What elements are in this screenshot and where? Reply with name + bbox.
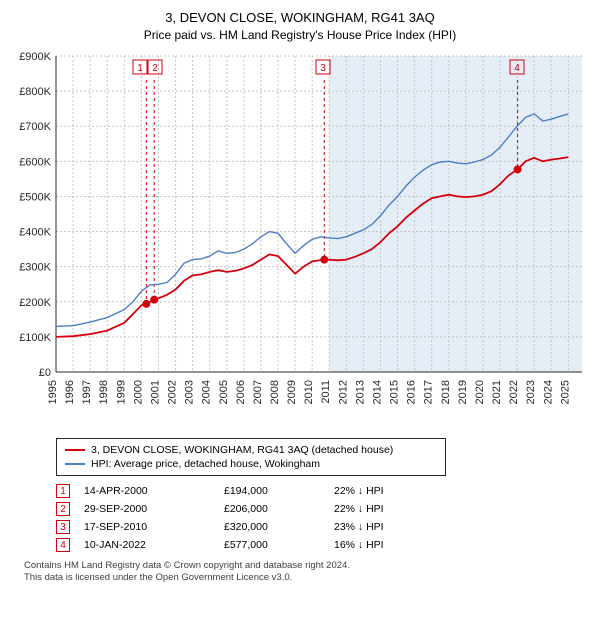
table-row: 2 29-SEP-2000£206,00022% ↓ HPI [56, 500, 454, 518]
svg-text:2003: 2003 [184, 380, 196, 404]
svg-text:2018: 2018 [440, 380, 452, 404]
legend-swatch [65, 463, 85, 465]
svg-text:1996: 1996 [64, 380, 76, 404]
sale-price: £206,000 [224, 500, 334, 518]
sale-price: £320,000 [224, 518, 334, 536]
svg-text:£700K: £700K [19, 121, 51, 133]
table-row: 1 14-APR-2000£194,00022% ↓ HPI [56, 482, 454, 500]
svg-text:1999: 1999 [115, 380, 127, 404]
svg-text:2002: 2002 [167, 380, 179, 404]
svg-text:2005: 2005 [218, 380, 230, 404]
svg-text:2014: 2014 [371, 380, 383, 404]
sale-pct-vs-hpi: 23% ↓ HPI [334, 518, 454, 536]
svg-text:£400K: £400K [19, 227, 51, 239]
svg-text:1998: 1998 [98, 380, 110, 404]
sale-number-box: 2 [56, 502, 70, 516]
svg-text:2004: 2004 [201, 380, 213, 404]
svg-text:2019: 2019 [457, 380, 469, 404]
svg-text:2001: 2001 [149, 380, 161, 404]
svg-text:2006: 2006 [235, 380, 247, 404]
legend-item: 3, DEVON CLOSE, WOKINGHAM, RG41 3AQ (det… [65, 443, 437, 457]
footer-line2: This data is licensed under the Open Gov… [24, 572, 588, 584]
chart-plot-area: £0 £100K £200K £300K £400K £500K £600K £700K £80… [12, 50, 588, 430]
sale-date: 14-APR-2000 [84, 482, 224, 500]
svg-text:3: 3 [320, 63, 326, 74]
sale-date: 10-JAN-2022 [84, 536, 224, 554]
legend-label: 3, DEVON CLOSE, WOKINGHAM, RG41 3AQ (det… [91, 444, 393, 456]
svg-text:£600K: £600K [19, 156, 51, 168]
sale-number-box: 4 [56, 538, 70, 552]
svg-text:2022: 2022 [508, 380, 520, 404]
svg-text:1997: 1997 [81, 380, 93, 404]
sale-date: 17-SEP-2010 [84, 518, 224, 536]
svg-text:£0: £0 [39, 367, 51, 379]
legend-item: HPI: Average price, detached house, Woki… [65, 457, 437, 471]
chart-title: 3, DEVON CLOSE, WOKINGHAM, RG41 3AQ [12, 10, 588, 25]
svg-text:2017: 2017 [423, 380, 435, 404]
svg-text:2000: 2000 [132, 380, 144, 404]
svg-text:£800K: £800K [19, 86, 51, 98]
chart-subtitle: Price paid vs. HM Land Registry's House … [12, 28, 588, 42]
svg-text:2016: 2016 [406, 380, 418, 404]
svg-text:2023: 2023 [525, 380, 537, 404]
svg-text:2008: 2008 [269, 380, 281, 404]
svg-text:2009: 2009 [286, 380, 298, 404]
svg-text:2025: 2025 [559, 380, 571, 404]
svg-text:2021: 2021 [491, 380, 503, 404]
svg-text:2011: 2011 [320, 380, 332, 404]
sale-number-box: 1 [56, 484, 70, 498]
svg-text:1995: 1995 [47, 380, 59, 404]
legend-label: HPI: Average price, detached house, Woki… [91, 458, 320, 470]
svg-text:2020: 2020 [474, 380, 486, 404]
svg-text:£500K: £500K [19, 191, 51, 203]
chart-container: 3, DEVON CLOSE, WOKINGHAM, RG41 3AQ Pric… [0, 0, 600, 594]
svg-text:4: 4 [514, 63, 520, 74]
svg-text:2024: 2024 [542, 380, 554, 404]
table-row: 4 10-JAN-2022£577,00016% ↓ HPI [56, 536, 454, 554]
svg-text:2013: 2013 [354, 380, 366, 404]
sale-price: £194,000 [224, 482, 334, 500]
svg-text:2: 2 [152, 63, 158, 74]
svg-text:£300K: £300K [19, 262, 51, 274]
svg-text:£900K: £900K [19, 51, 51, 63]
chart-svg: £0 £100K £200K £300K £400K £500K £600K £700K £80… [12, 50, 588, 430]
sale-pct-vs-hpi: 22% ↓ HPI [334, 500, 454, 518]
legend-swatch [65, 449, 85, 451]
sale-pct-vs-hpi: 22% ↓ HPI [334, 482, 454, 500]
sale-date: 29-SEP-2000 [84, 500, 224, 518]
sale-pct-vs-hpi: 16% ↓ HPI [334, 536, 454, 554]
sales-table: 1 14-APR-2000£194,00022% ↓ HPI 2 29-SEP-200… [56, 482, 454, 554]
svg-text:2007: 2007 [252, 380, 264, 404]
table-row: 3 17-SEP-2010£320,00023% ↓ HPI [56, 518, 454, 536]
svg-text:£100K: £100K [19, 332, 51, 344]
svg-text:1: 1 [137, 63, 143, 74]
legend: 3, DEVON CLOSE, WOKINGHAM, RG41 3AQ (det… [56, 438, 446, 476]
svg-text:2012: 2012 [337, 380, 349, 404]
svg-text:2015: 2015 [389, 380, 401, 404]
sale-number-box: 3 [56, 520, 70, 534]
footer-line1: Contains HM Land Registry data © Crown c… [24, 560, 588, 572]
svg-text:£200K: £200K [19, 297, 51, 309]
sale-price: £577,000 [224, 536, 334, 554]
svg-text:2010: 2010 [303, 380, 315, 404]
footer-attribution: Contains HM Land Registry data © Crown c… [24, 560, 588, 584]
